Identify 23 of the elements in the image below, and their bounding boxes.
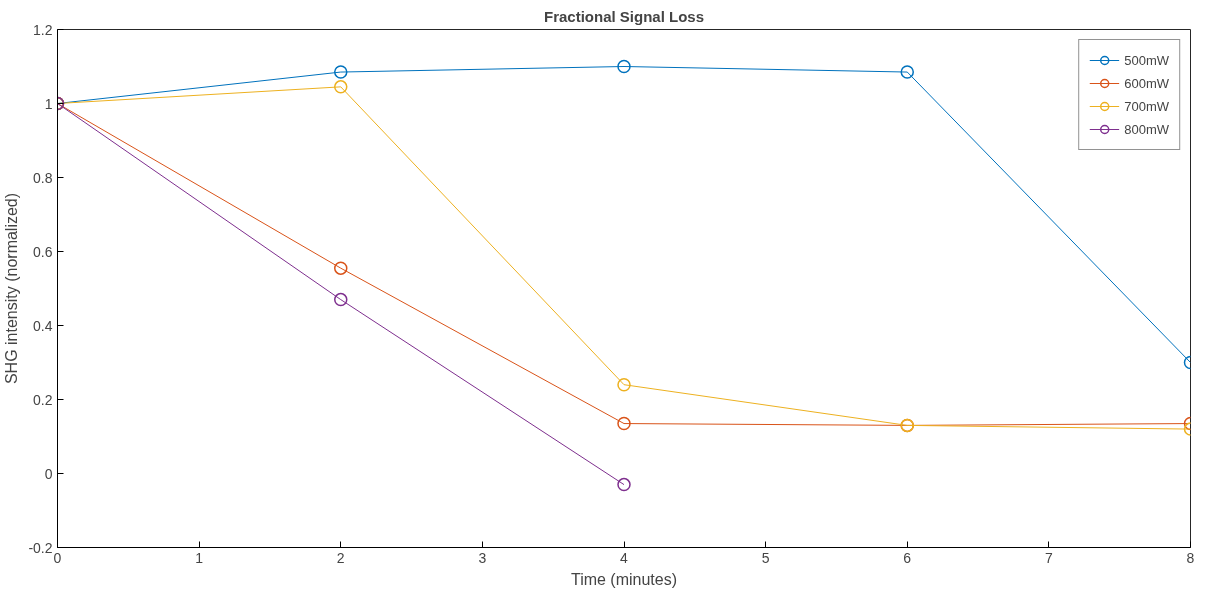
x-tick-label: 1 [195, 549, 204, 566]
x-axis-title: Time (minutes) [570, 570, 678, 588]
legend-label: 700mW [1124, 98, 1169, 114]
legend-label: 800mW [1124, 121, 1169, 137]
x-tick-label: 2 [336, 549, 345, 566]
y-axis-title: SHG intensity (normalized) [3, 192, 21, 385]
y-tick-label: 0 [44, 465, 53, 482]
y-tick-label: 0.4 [33, 317, 53, 334]
x-tick-label: 4 [620, 549, 629, 566]
legend-label: 500mW [1124, 52, 1169, 68]
x-tick-label: 3 [478, 549, 487, 566]
x-tick-label: 8 [1186, 549, 1195, 566]
y-tick-label: 0.8 [33, 169, 53, 186]
y-tick-label: 1.2 [33, 21, 53, 38]
y-tick-label: -0.2 [28, 539, 53, 556]
chart-title: Fractional Signal Loss [543, 7, 705, 25]
legend-label: 600mW [1124, 75, 1169, 91]
x-tick-label: 6 [903, 549, 912, 566]
y-tick-label: 0.6 [33, 243, 53, 260]
y-tick-label: 0.2 [33, 391, 53, 408]
x-tick-label: 5 [761, 549, 770, 566]
x-tick-label: 7 [1044, 549, 1053, 566]
y-tick-label: 1 [44, 95, 53, 112]
